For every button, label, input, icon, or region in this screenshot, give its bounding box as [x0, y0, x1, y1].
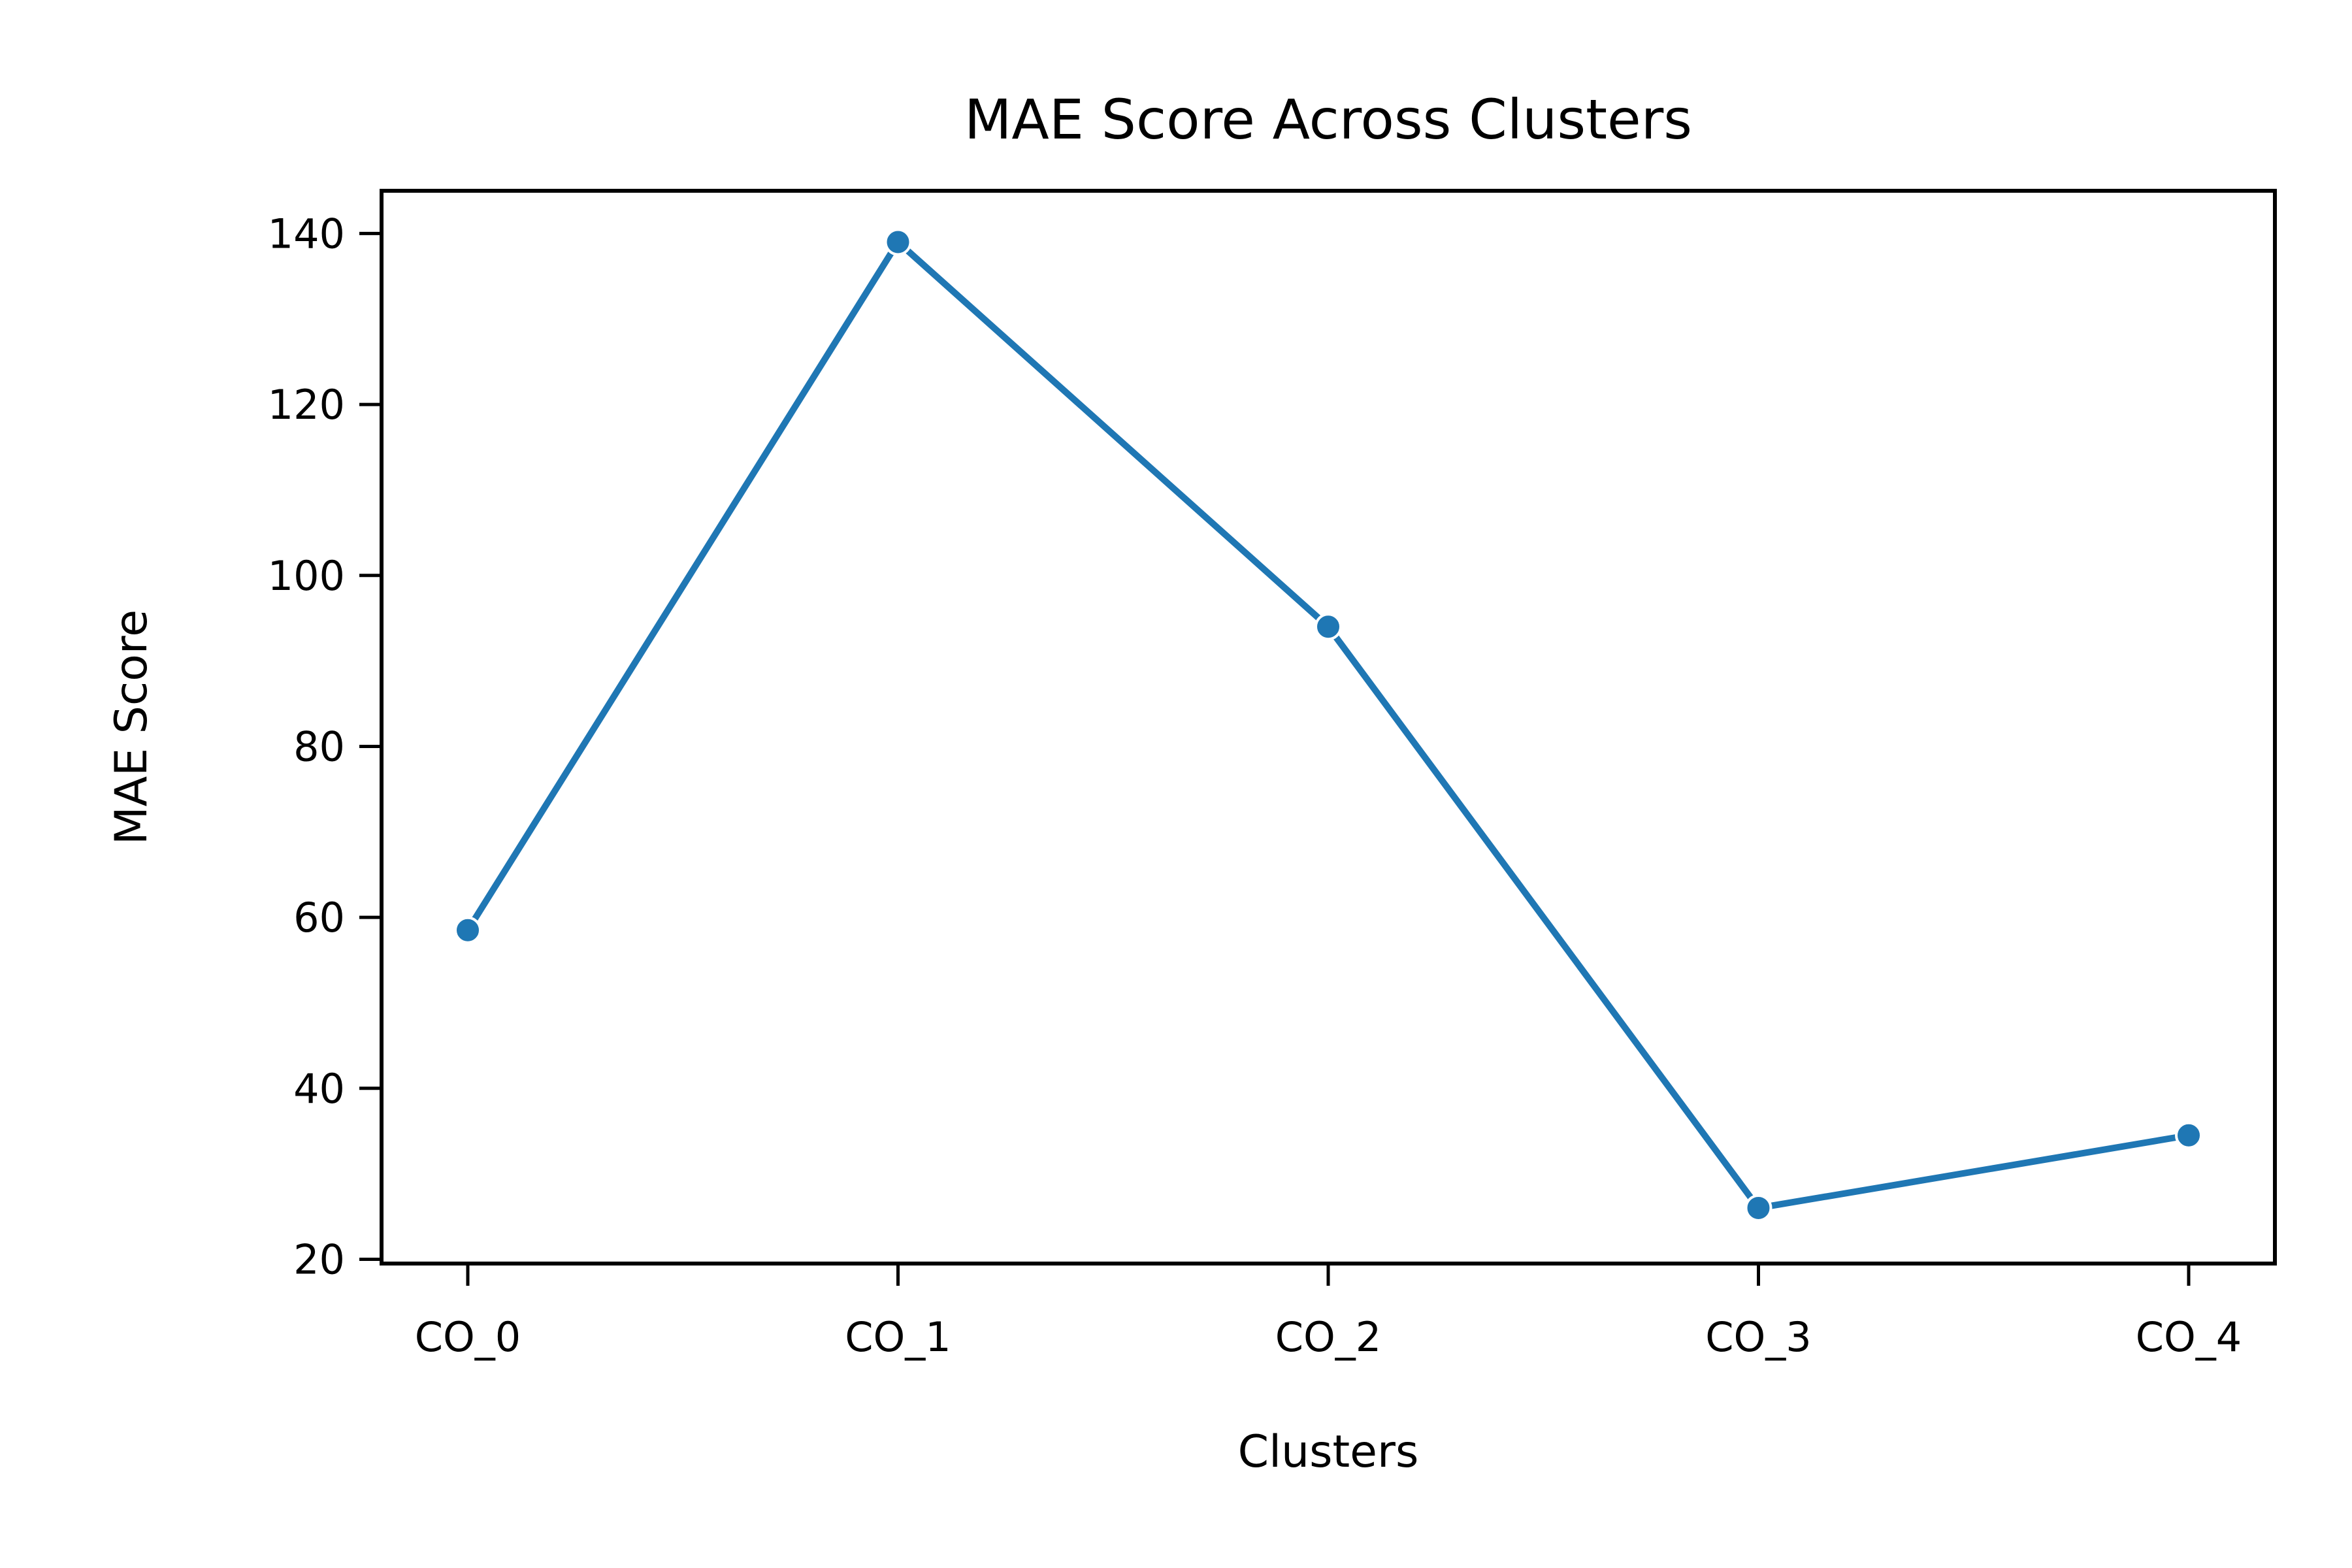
x-tick-label-4: CO_4: [2136, 1313, 2242, 1361]
data-point-co-3: [1744, 1194, 1772, 1222]
x-axis: CO_0 CO_1 CO_2 CO_3 CO_4: [415, 1264, 2242, 1361]
y-tick-label-3: 80: [293, 723, 345, 770]
y-tick-label-0: 20: [293, 1235, 345, 1283]
x-tick-label-2: CO_2: [1275, 1313, 1382, 1361]
data-point-co-4: [2175, 1121, 2202, 1149]
y-tick-label-6: 140: [268, 210, 345, 257]
y-axis: 20 40 60 80 100 120 140: [268, 210, 382, 1283]
data-point-co-0: [454, 916, 482, 944]
y-axis-label: MAE Score: [106, 610, 157, 845]
data-point-co-2: [1315, 613, 1342, 641]
data-point-co-1: [884, 228, 912, 256]
y-tick-label-4: 100: [268, 552, 345, 600]
x-tick-label-0: CO_0: [415, 1313, 521, 1361]
chart-title: MAE Score Across Clusters: [964, 88, 1692, 152]
x-tick-label-3: CO_3: [1705, 1313, 1812, 1361]
series-line-0: [465, 238, 2192, 1211]
y-tick-label-1: 40: [293, 1065, 345, 1113]
plot-frame: [380, 189, 2277, 1266]
y-tick-label-2: 60: [293, 894, 345, 941]
x-axis-label: Clusters: [1238, 1426, 1419, 1478]
x-tick-label-1: CO_1: [845, 1313, 951, 1361]
y-tick-label-5: 120: [268, 381, 345, 429]
